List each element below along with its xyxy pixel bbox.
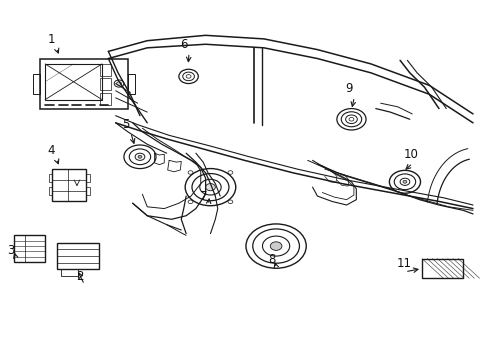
Text: 6: 6 <box>180 38 187 51</box>
Text: 9: 9 <box>345 82 352 95</box>
Text: 8: 8 <box>267 253 275 266</box>
Bar <box>421 258 462 278</box>
Bar <box>100 64 111 76</box>
Bar <box>40 59 127 109</box>
Bar <box>52 169 86 202</box>
Circle shape <box>116 82 121 85</box>
Text: 10: 10 <box>403 148 418 161</box>
Bar <box>48 174 52 182</box>
Bar <box>86 174 90 182</box>
Bar <box>100 78 111 90</box>
Bar <box>127 73 135 94</box>
Text: 4: 4 <box>47 144 55 157</box>
Bar <box>14 235 45 262</box>
Bar <box>48 187 52 195</box>
Text: 5: 5 <box>122 118 129 131</box>
Text: 3: 3 <box>7 244 15 257</box>
Bar <box>33 73 40 94</box>
Bar <box>100 93 111 105</box>
Bar <box>45 64 102 100</box>
Circle shape <box>138 156 142 158</box>
Text: 1: 1 <box>47 33 55 46</box>
Text: 2: 2 <box>76 270 83 283</box>
Bar <box>61 269 78 276</box>
Bar <box>86 187 90 195</box>
Text: 11: 11 <box>395 257 410 270</box>
Text: 7: 7 <box>200 190 207 203</box>
Circle shape <box>270 242 282 250</box>
Circle shape <box>402 180 406 183</box>
Circle shape <box>205 184 215 191</box>
Bar <box>57 243 99 269</box>
